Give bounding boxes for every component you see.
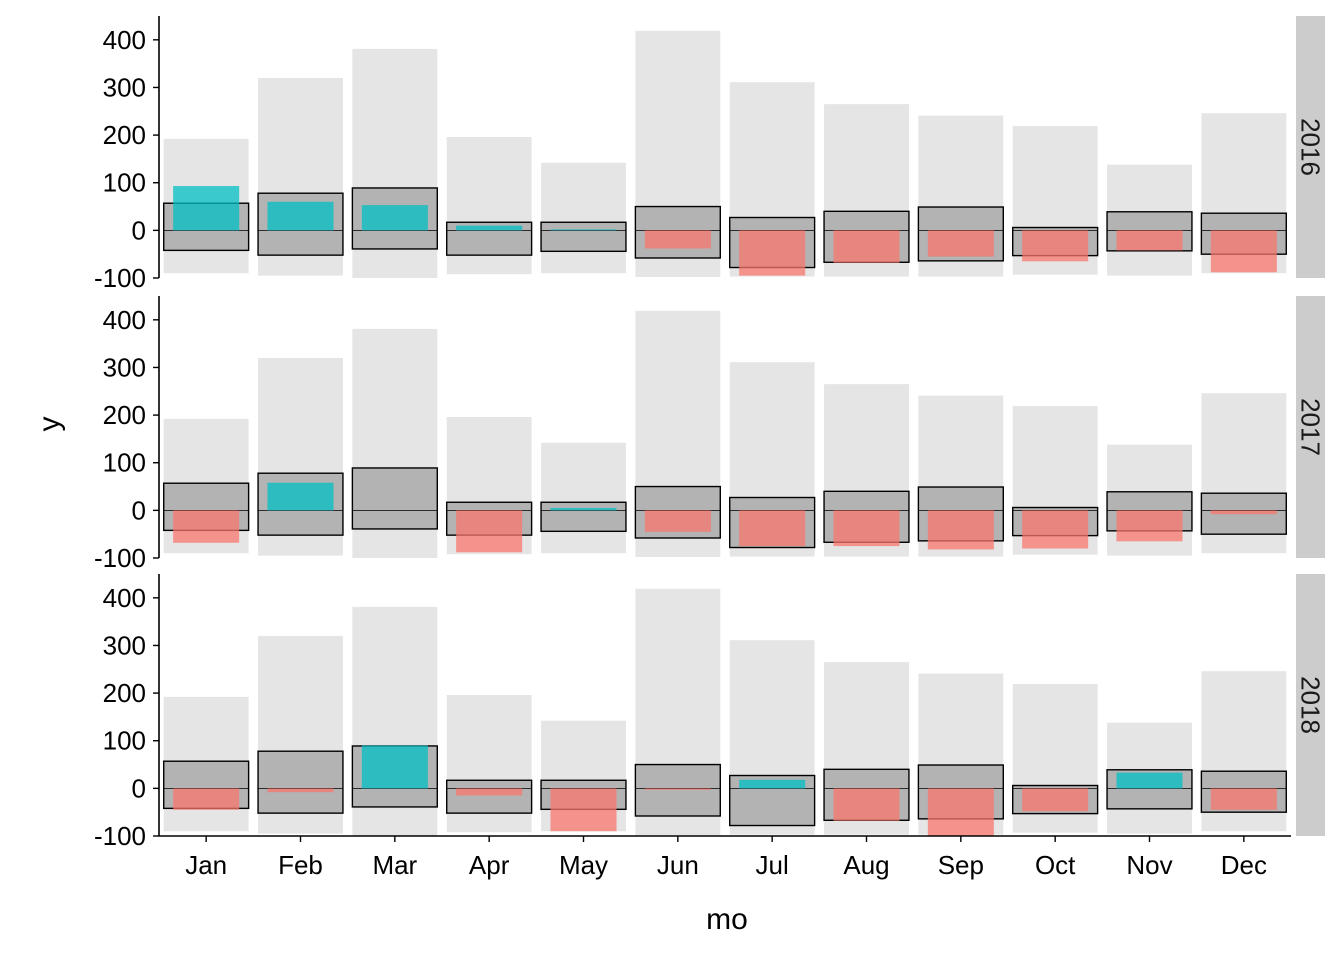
band-bar-apr <box>446 779 533 814</box>
x-tick-label-may: May <box>559 850 608 880</box>
value-bar-mar <box>361 745 428 789</box>
value-bar-nov <box>1116 772 1183 789</box>
value-bar-feb <box>267 201 334 231</box>
facet-strip-2018 <box>1296 574 1325 836</box>
y-tick-label: 0 <box>132 495 146 525</box>
y-tick-label: 400 <box>103 25 146 55</box>
value-bar-jul <box>739 779 806 789</box>
y-tick-label: 400 <box>103 305 146 335</box>
value-bar-feb <box>267 788 334 793</box>
x-tick-label-mar: Mar <box>372 850 417 880</box>
band-bar-jun <box>634 763 721 817</box>
value-bar-jul <box>739 230 806 276</box>
y-tick-label: 200 <box>103 678 146 708</box>
value-bar-may <box>550 507 617 511</box>
band-bar-feb <box>257 750 344 814</box>
x-tick-label-jul: Jul <box>756 850 789 880</box>
y-tick-label: 100 <box>103 448 146 478</box>
value-bar-oct <box>1022 788 1089 812</box>
range-bar-may <box>541 442 626 554</box>
value-bar-aug <box>833 788 900 821</box>
y-tick-label: 300 <box>103 630 146 660</box>
x-tick-label-apr: Apr <box>469 850 510 880</box>
facet-label-2017: 2017 <box>1296 398 1326 456</box>
y-tick-label: 200 <box>103 400 146 430</box>
y-tick-label: 100 <box>103 726 146 756</box>
value-bar-nov <box>1116 510 1183 542</box>
value-bar-jun <box>644 788 711 790</box>
facet-strip-2017 <box>1296 296 1325 558</box>
y-axis-title: y <box>33 417 66 432</box>
value-bar-apr <box>456 225 523 231</box>
y-tick-label: -100 <box>94 263 146 293</box>
value-bar-sep <box>927 510 994 550</box>
value-bar-mar <box>361 205 428 231</box>
y-tick-label: -100 <box>94 821 146 851</box>
range-bar-may <box>541 162 626 274</box>
value-bar-jul <box>739 510 806 547</box>
y-tick-label: 200 <box>103 120 146 150</box>
value-bar-aug <box>833 230 900 263</box>
value-bar-oct <box>1022 510 1089 549</box>
x-axis-title: mo <box>706 903 748 936</box>
x-tick-label-aug: Aug <box>843 850 889 880</box>
value-bar-dec <box>1210 230 1277 273</box>
value-bar-jan <box>173 788 240 810</box>
x-tick-label-nov: Nov <box>1126 850 1172 880</box>
y-tick-label: 300 <box>103 72 146 102</box>
y-tick-label: 0 <box>132 215 146 245</box>
y-tick-label: 0 <box>132 773 146 803</box>
facet-strip-2016 <box>1296 16 1325 278</box>
value-bar-sep <box>927 788 994 836</box>
value-bar-dec <box>1210 510 1277 515</box>
y-tick-label: 400 <box>103 583 146 613</box>
value-bar-nov <box>1116 230 1183 251</box>
panel-2016: -100 0 100 200 300 400 2016 <box>94 16 1326 293</box>
x-axis: Jan Feb Mar Apr May Jun Jul Aug Sep Oct Nov Dec <box>159 835 1291 880</box>
x-tick-label-jan: Jan <box>185 850 227 880</box>
value-bar-dec <box>1210 788 1277 810</box>
y-tick-label: -100 <box>94 543 146 573</box>
value-bar-aug <box>833 510 900 547</box>
panel-2018: -100 0 100 200 300 400 2018 <box>94 574 1326 851</box>
x-tick-label-sep: Sep <box>938 850 984 880</box>
value-bar-jun <box>644 510 711 532</box>
y-tick-label: 100 <box>103 168 146 198</box>
band-bar-mar <box>351 467 438 530</box>
value-bar-oct <box>1022 230 1089 262</box>
x-tick-label-jun: Jun <box>657 850 699 880</box>
band-bar-may <box>540 501 627 533</box>
value-bar-may <box>550 788 617 832</box>
y-tick-label: 300 <box>103 352 146 382</box>
value-bar-feb <box>267 482 334 511</box>
value-bar-jan <box>173 510 240 543</box>
value-bar-may <box>550 229 617 231</box>
value-bar-apr <box>456 510 523 553</box>
band-bar-may <box>540 221 627 253</box>
value-bar-jun <box>644 230 711 249</box>
panels: -100 0 100 200 300 400 2016 -100 0 100 200 300 400 20… <box>94 16 1326 851</box>
value-bar-jan <box>173 186 240 231</box>
value-bar-sep <box>927 230 994 257</box>
facet-label-2016: 2016 <box>1296 118 1326 176</box>
value-bar-apr <box>456 788 523 796</box>
x-tick-label-oct: Oct <box>1035 850 1076 880</box>
panel-2017: -100 0 100 200 300 400 2017 <box>94 296 1326 573</box>
x-tick-label-dec: Dec <box>1221 850 1267 880</box>
x-tick-label-feb: Feb <box>278 850 323 880</box>
facet-label-2018: 2018 <box>1296 676 1326 734</box>
